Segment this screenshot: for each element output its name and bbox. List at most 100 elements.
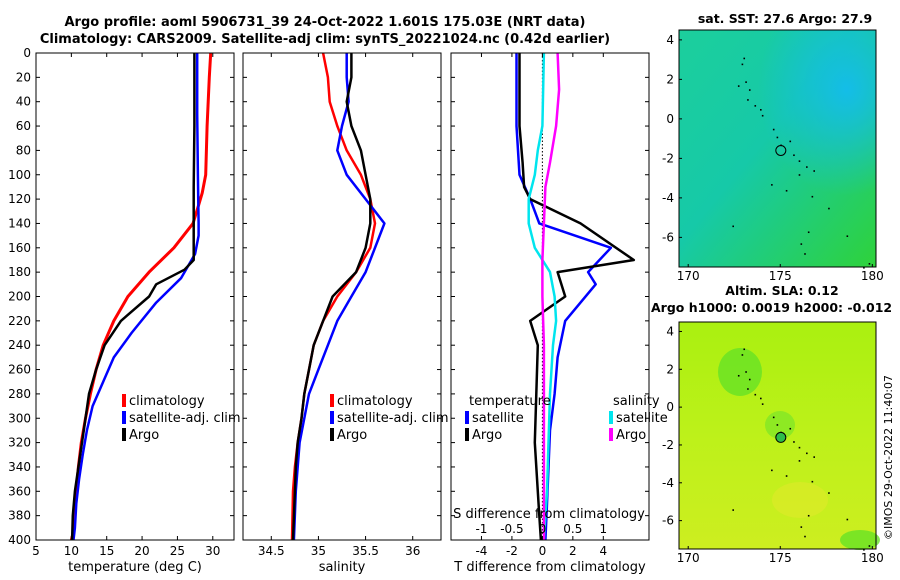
island-dot <box>868 545 871 547</box>
sla-map-title: Altim. SLA: 0.12 <box>725 283 839 298</box>
map-y-tick-label: 0 <box>666 112 674 126</box>
map-y-tick-label: 4 <box>666 33 674 47</box>
series-line-satellite-adj-clim <box>292 53 386 541</box>
series-line-argo <box>291 53 372 541</box>
y-tick-label: 80 <box>16 143 31 157</box>
y-tick-label: 340 <box>8 460 31 474</box>
argo-position-marker <box>775 144 787 156</box>
x-axis-label: temperature (deg C) <box>68 560 202 575</box>
legend-swatch <box>330 411 334 424</box>
legend-label: climatology <box>129 394 205 409</box>
x-tick-label: 4 <box>599 544 607 558</box>
y-tick-label: 60 <box>16 119 31 133</box>
y-tick-label: 380 <box>8 509 31 523</box>
island-dot <box>798 174 801 176</box>
island-dot <box>811 195 814 198</box>
sla-low-anomaly <box>840 530 880 550</box>
island-dot <box>800 526 803 528</box>
profile-panel-2: 34.5 35 35.5 36 salinity climatology satellite… <box>242 52 449 575</box>
map-y-tick-label: -2 <box>662 151 674 165</box>
island-dot <box>798 446 801 449</box>
legend-label: satellite-adj. clim <box>337 411 449 426</box>
map-y-tick-label: -4 <box>662 476 674 490</box>
map-frame <box>678 29 877 268</box>
x-tick-label: 36 <box>405 544 420 558</box>
y-tick-label: 160 <box>8 241 31 255</box>
map-x-tick-label: 180 <box>861 551 884 565</box>
sla-low-anomaly <box>718 348 762 396</box>
sst-warm-pool <box>679 30 876 267</box>
island-dot <box>761 114 764 117</box>
series-line-s-argo <box>541 52 561 540</box>
island-dot <box>785 475 788 477</box>
y-tick-label: 100 <box>8 168 31 182</box>
island-dot <box>846 235 849 237</box>
plot-frame <box>35 52 235 541</box>
top-x-axis-label: S difference from climatology <box>453 507 645 522</box>
legend-label: Argo <box>129 428 159 443</box>
island-dot <box>747 99 749 101</box>
x-tick-label: 30 <box>205 544 220 558</box>
y-tick-label: 400 <box>8 533 31 547</box>
legend-swatch <box>330 394 334 407</box>
y-tick-label: 220 <box>8 314 31 328</box>
series-line-s-satellite <box>527 52 558 541</box>
island-dot <box>748 378 751 381</box>
y-tick-label: 40 <box>16 95 31 109</box>
x-axis-label: T difference from climatology <box>453 560 646 575</box>
y-tick-label: 260 <box>8 363 31 377</box>
y-tick-label: 20 <box>16 70 31 84</box>
sst-map-title: sat. SST: 27.6 Argo: 27.9 <box>697 11 873 26</box>
legend-swatch <box>609 428 613 441</box>
island-dot <box>761 403 764 405</box>
island-dot <box>732 509 734 511</box>
y-tick-label: 300 <box>8 411 31 425</box>
profile-panel-1: 0 20 40 60 80 100 120 140 160 180 200 220 240 260 280 3… <box>8 46 241 575</box>
sla-map-axes: 170 175 180 4 2 0 -2 -4 -6 <box>662 321 884 565</box>
island-dot <box>798 160 801 162</box>
map-x-tick-label: 170 <box>677 269 700 283</box>
island-dot <box>747 388 749 390</box>
island-dot <box>741 63 744 66</box>
legend-swatch <box>609 411 613 424</box>
island-dot <box>785 189 788 192</box>
map-x-tick-label: 180 <box>861 269 884 283</box>
map-y-tick-label: 0 <box>666 400 674 414</box>
sst-map <box>679 30 876 267</box>
island-dot <box>772 416 775 419</box>
legend-swatch <box>122 411 126 424</box>
island-dot <box>760 397 762 400</box>
legend-swatch <box>465 428 469 441</box>
series-line-t-argo <box>518 53 636 541</box>
x-tick-label: 34.5 <box>258 544 285 558</box>
island-dot <box>772 128 775 131</box>
top-x-tick-label: 0.5 <box>563 522 582 536</box>
island-dot <box>732 225 734 228</box>
map-x-tick-label: 175 <box>769 551 792 565</box>
top-x-tick-label: -0.5 <box>500 522 523 536</box>
island-dot <box>811 480 814 483</box>
y-tick-label: 360 <box>8 484 31 498</box>
x-tick-label: 5 <box>32 544 40 558</box>
map-y-tick-label: -6 <box>662 230 674 244</box>
island-dot <box>745 81 747 83</box>
island-dot <box>743 57 746 60</box>
top-x-tick-label: 1 <box>599 522 607 536</box>
island-dot <box>798 460 801 462</box>
figure-title-line2: Climatology: CARS2009. Satellite-adj cli… <box>39 32 611 47</box>
island-dot <box>737 374 740 377</box>
island-dot <box>760 109 762 111</box>
y-tick-label: 120 <box>8 192 31 206</box>
legend-label: Argo <box>472 428 502 443</box>
x-tick-label: 10 <box>64 544 79 558</box>
map-frame <box>678 321 877 550</box>
island-dot <box>806 166 808 168</box>
sst-map-axes: 170 175 180 4 2 0 -2 -4 -6 <box>662 29 884 283</box>
island-dot <box>789 140 792 143</box>
legend-header-salinity: salinity <box>613 394 660 409</box>
legend-label: Argo <box>337 428 367 443</box>
map-x-tick-label: 175 <box>769 269 792 283</box>
island-dot <box>813 170 816 172</box>
x-axis-label: salinity <box>319 560 366 575</box>
sla-low-anomaly <box>765 411 795 439</box>
